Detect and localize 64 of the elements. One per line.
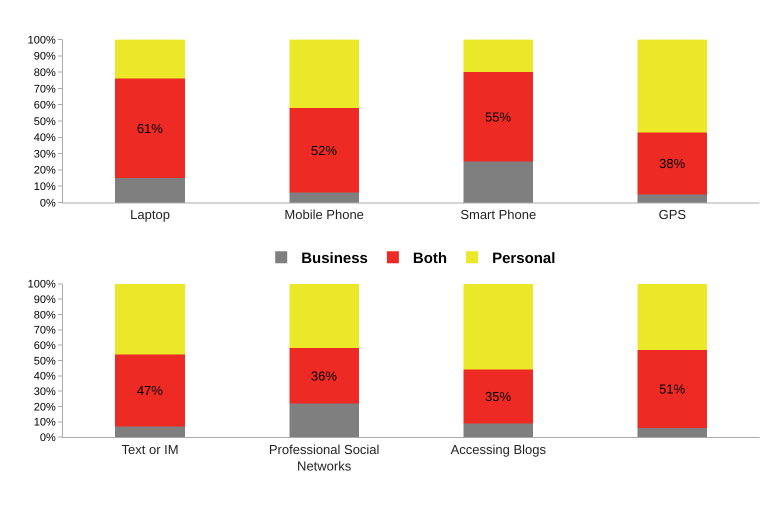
data-label: 36% bbox=[310, 368, 338, 384]
bar bbox=[289, 192, 359, 202]
y-tick-label: 0% bbox=[40, 432, 56, 444]
x-tick-label: Laptop bbox=[130, 207, 170, 222]
bar bbox=[289, 348, 359, 404]
x-tick-label: GPS bbox=[658, 207, 686, 222]
bar bbox=[638, 40, 708, 132]
bar bbox=[289, 108, 359, 193]
data-label: 61% bbox=[136, 120, 164, 136]
y-tick-label: 90% bbox=[34, 50, 56, 63]
bar bbox=[115, 78, 185, 178]
bar bbox=[638, 350, 708, 428]
bar bbox=[115, 178, 185, 202]
x-tick-label: Mobile Phone bbox=[284, 207, 364, 222]
bar bbox=[115, 426, 185, 438]
y-tick-label: 40% bbox=[34, 370, 56, 383]
legend-label: Business bbox=[301, 250, 368, 268]
bar bbox=[115, 354, 185, 426]
x-tick-label: Smart Phone bbox=[460, 207, 536, 222]
data-label: 35% bbox=[485, 389, 512, 404]
y-tick-label: 10% bbox=[34, 416, 56, 429]
data-label: 55% bbox=[485, 109, 512, 124]
bar bbox=[638, 132, 708, 194]
y-tick-label: 60% bbox=[34, 100, 56, 112]
y-tick-label: 50% bbox=[34, 355, 56, 368]
y-tick-label: 80% bbox=[34, 67, 56, 79]
bar bbox=[463, 370, 534, 424]
y-tick-label: 20% bbox=[34, 401, 56, 414]
bar bbox=[463, 40, 534, 72]
data-label: 47% bbox=[136, 382, 164, 398]
y-tick-label: 10% bbox=[34, 181, 56, 193]
bar bbox=[289, 40, 359, 108]
x-tick-label: Text or IM bbox=[122, 442, 179, 457]
y-tick-label: 70% bbox=[34, 324, 56, 337]
bar bbox=[638, 428, 708, 438]
data-label: 51% bbox=[659, 381, 686, 396]
bar bbox=[463, 423, 534, 438]
bar bbox=[638, 194, 708, 202]
data-label: 52% bbox=[310, 142, 338, 158]
x-tick-label: Accessing Blogs bbox=[450, 442, 546, 457]
legend-label: Personal bbox=[492, 250, 556, 268]
bar bbox=[463, 72, 534, 162]
y-tick-label: 0% bbox=[40, 197, 56, 210]
y-tick-label: 90% bbox=[34, 294, 56, 306]
bar bbox=[289, 284, 359, 348]
y-tick-label: 30% bbox=[34, 386, 56, 398]
bar bbox=[115, 40, 185, 79]
bar bbox=[463, 284, 534, 370]
data-label: 38% bbox=[659, 156, 686, 171]
y-tick-label: 70% bbox=[34, 83, 56, 96]
bar bbox=[115, 284, 185, 354]
bar bbox=[289, 403, 359, 438]
y-tick-label: 30% bbox=[34, 148, 56, 160]
y-tick-label: 40% bbox=[34, 132, 56, 144]
y-tick-label: 80% bbox=[34, 309, 56, 322]
bar bbox=[463, 162, 534, 202]
y-tick-label: 60% bbox=[34, 340, 56, 352]
bar bbox=[638, 284, 708, 350]
y-tick-label: 100% bbox=[28, 278, 56, 291]
x-tick-label: Professional Social Networks bbox=[268, 442, 380, 474]
y-tick-label: 100% bbox=[28, 34, 56, 46]
y-tick-label: 20% bbox=[34, 164, 56, 177]
legend-label: Both bbox=[412, 250, 448, 268]
y-tick-label: 50% bbox=[34, 116, 56, 128]
